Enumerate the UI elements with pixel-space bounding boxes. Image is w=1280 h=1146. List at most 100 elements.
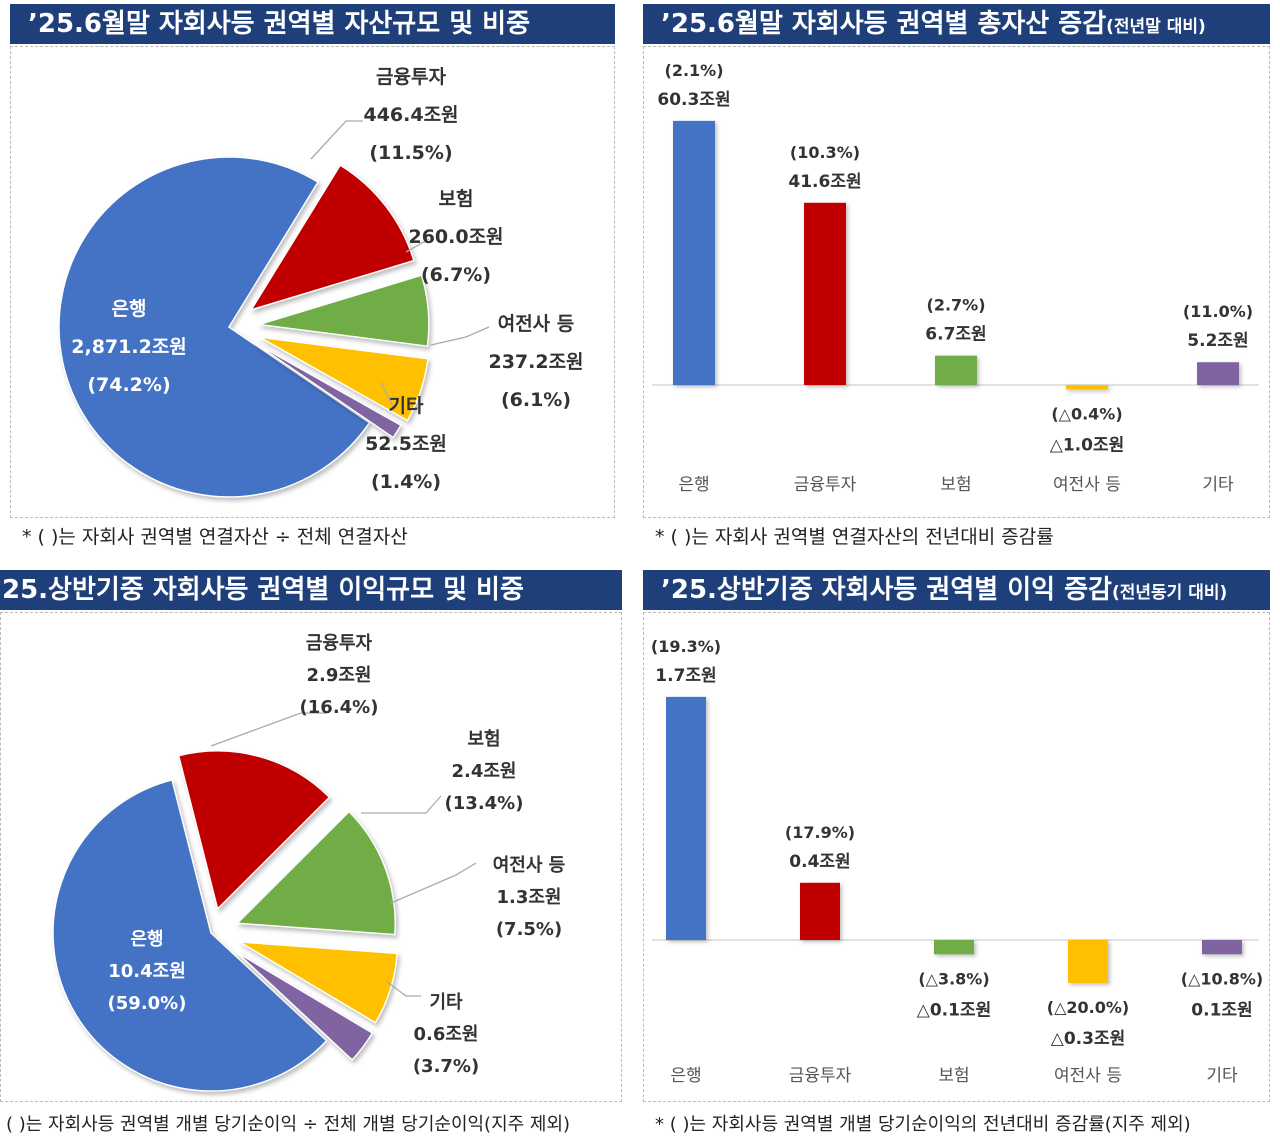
svg-tl-slice-4 (252, 341, 402, 439)
svg-bl-leader-1 (210, 712, 326, 747)
svg-br-bar-1 (800, 882, 840, 940)
svg-bl-label-pct-3: (7.5%) (496, 919, 562, 940)
tl-pie-chart: 은행 2,871.2조원 (74.2%) 금융투자 446.4조원 (11.5%) 보험 26… (58, 66, 584, 498)
svg-br-bar-3 (1068, 940, 1108, 983)
svg-bl-leader-2 (361, 795, 442, 814)
svg-br-category-1: 금융투자 (789, 1066, 852, 1086)
svg-br-pct-4: (△10.8%) (1181, 969, 1263, 988)
br-note: * ( )는 자회사등 권역별 개별 당기순이익의 전년대비 증감률(지주 제외… (655, 1114, 1191, 1135)
svg-br-value-3: △0.3조원 (1051, 1029, 1125, 1049)
svg-br-pct-1: (17.9%) (785, 823, 855, 842)
tr-note: * ( )는 자회사 권역별 연결자산의 전년대비 증감률 (655, 526, 1054, 548)
svg-bl-leader-4 (385, 980, 421, 997)
tr-chart-box: (2.1%) 60.3조원 은행 (10.3%) 41.6조원 금융투자 (2.7%) 6.7… (643, 46, 1270, 518)
svg-br-category-4: 기타 (1206, 1066, 1238, 1086)
svg-tl-slice-3 (259, 336, 429, 422)
svg-bl-label-value-2: 2.4조원 (451, 761, 516, 782)
svg-tl-leader-1 (310, 120, 363, 160)
bl-note: ( )는 자회사등 권역별 개별 당기순이익 ÷ 전체 개별 당기순이익(지주 … (6, 1114, 571, 1135)
svg-tr-pct-1: (10.3%) (790, 143, 860, 162)
svg-tl-label-value-4: 52.5조원 (365, 433, 447, 455)
tr-title-text: ’25.6월말 자회사등 권역별 총자산 증감 (661, 9, 1107, 39)
svg-tl-label-name-1: 금융투자 (376, 66, 446, 88)
svg-tr-pct-0: (2.1%) (665, 61, 724, 80)
svg-tl-label-pct-1: (11.5%) (369, 142, 452, 164)
tr-title: ’25.6월말 자회사등 권역별 총자산 증감(전년말 대비) (643, 4, 1270, 44)
tl-note: * ( )는 자회사 권역별 연결자산 ÷ 전체 연결자산 (22, 526, 408, 548)
svg-bl-label-pct-4: (3.7%) (413, 1056, 479, 1077)
svg-tr-bar-1 (804, 202, 846, 385)
svg-tl-label-pct-2: (6.7%) (421, 264, 491, 286)
svg-bl-slice-1 (177, 750, 331, 911)
svg-br-pct-0: (19.3%) (651, 637, 721, 656)
svg-tl-label-name-4: 기타 (389, 395, 424, 417)
svg-tl-label-name-3: 여전사 등 (498, 313, 575, 335)
svg-br-bar-4 (1202, 940, 1242, 955)
tl-title: ’25.6월말 자회사등 권역별 자산규모 및 비중 (10, 4, 615, 44)
svg-bl-label-value-1: 2.9조원 (306, 665, 371, 686)
svg-tr-value-3: △1.0조원 (1050, 435, 1124, 455)
svg-bl-label-name-0: 은행 (130, 929, 163, 950)
svg-tl-label-value-0: 2,871.2조원 (71, 336, 187, 358)
svg-bl-label-pct-1: (16.4%) (300, 697, 379, 718)
svg-bl-slice-3 (239, 941, 399, 1024)
svg-tr-pct-4: (11.0%) (1183, 302, 1253, 321)
svg-bl-slice-4 (236, 951, 374, 1062)
svg-tl-label-value-3: 237.2조원 (488, 351, 583, 373)
svg-tl-slice-2 (258, 274, 430, 348)
br-title: ’25.상반기중 자회사등 권역별 이익 증감(전년동기 대비) (643, 570, 1270, 610)
svg-tl-leader-4 (380, 381, 394, 408)
svg-br-value-4: 0.1조원 (1191, 1000, 1252, 1020)
svg-br-pct-3: (△20.0%) (1047, 998, 1129, 1017)
svg-bl-label-name-2: 보험 (467, 728, 500, 750)
svg-tr-bar-0 (673, 120, 715, 386)
br-title-text: ’25.상반기중 자회사등 권역별 이익 증감 (661, 575, 1112, 605)
svg-br-value-2: △0.1조원 (917, 1000, 991, 1020)
svg-tl-leader-3 (430, 326, 490, 346)
tl-title-text: ’25.6월말 자회사등 권역별 자산규모 및 비중 (28, 9, 531, 39)
svg-br-category-3: 여전사 등 (1054, 1066, 1122, 1086)
svg-tr-category-3: 여전사 등 (1053, 475, 1121, 495)
svg-br-pct-2: (△3.8%) (918, 969, 989, 988)
bl-chart-box: 은행 10.4조원 (59.0%) 금융투자 2.9조원 (16.4%) 보험 2.4조원 (1… (0, 612, 622, 1102)
svg-tr-category-4: 기타 (1202, 475, 1234, 495)
br-title-suffix: (전년동기 대비) (1111, 583, 1228, 603)
svg-bl-label-value-3: 1.3조원 (496, 887, 561, 908)
svg-bl-label-pct-2: (13.4%) (445, 793, 524, 814)
svg-br-category-0: 은행 (670, 1066, 701, 1086)
svg-tr-value-0: 60.3조원 (657, 90, 730, 110)
svg-tl-slice-1 (249, 164, 415, 312)
svg-bl-label-name-4: 기타 (429, 992, 463, 1013)
svg-bl-label-name-3: 여전사 등 (493, 855, 566, 876)
svg-tr-category-1: 금융투자 (794, 475, 857, 495)
svg-br-value-0: 1.7조원 (655, 666, 716, 686)
svg-tr-value-4: 5.2조원 (1187, 331, 1248, 351)
svg-tr-category-0: 은행 (678, 475, 709, 495)
svg-bl-label-pct-0: (59.0%) (108, 993, 187, 1014)
svg-tr-bar-3 (1066, 385, 1108, 390)
svg-bl-label-value-0: 10.4조원 (108, 961, 186, 982)
svg-br-category-2: 보험 (938, 1066, 969, 1086)
tr-title-suffix: (전년말 대비) (1106, 17, 1206, 37)
svg-tl-label-value-2: 260.0조원 (408, 226, 503, 248)
svg-tl-label-value-1: 446.4조원 (363, 104, 458, 126)
svg-bl-label-name-1: 금융투자 (306, 633, 373, 654)
tl-chart-box: 은행 2,871.2조원 (74.2%) 금융투자 446.4조원 (11.5%) 보험 26… (10, 46, 615, 518)
svg-br-bar-2 (934, 940, 974, 955)
svg-bl-leader-3 (390, 862, 477, 904)
svg-tr-bar-2 (935, 355, 977, 385)
svg-tr-pct-2: (2.7%) (927, 296, 986, 315)
svg-bl-slice-2 (235, 810, 396, 936)
svg-tl-label-pct-0: (74.2%) (87, 374, 170, 396)
bl-pie-chart: 은행 10.4조원 (59.0%) 금융투자 2.9조원 (16.4%) 보험 2.4조원 (1… (52, 633, 566, 1092)
svg-bl-label-value-4: 0.6조원 (413, 1024, 478, 1045)
svg-tr-bar-4 (1197, 362, 1239, 385)
svg-br-value-1: 0.4조원 (789, 852, 850, 872)
svg-br-bar-0 (666, 696, 706, 940)
svg-tl-label-name-2: 보험 (439, 188, 474, 210)
svg-tl-label-pct-3: (6.1%) (501, 389, 571, 411)
svg-tr-value-2: 6.7조원 (925, 325, 986, 345)
